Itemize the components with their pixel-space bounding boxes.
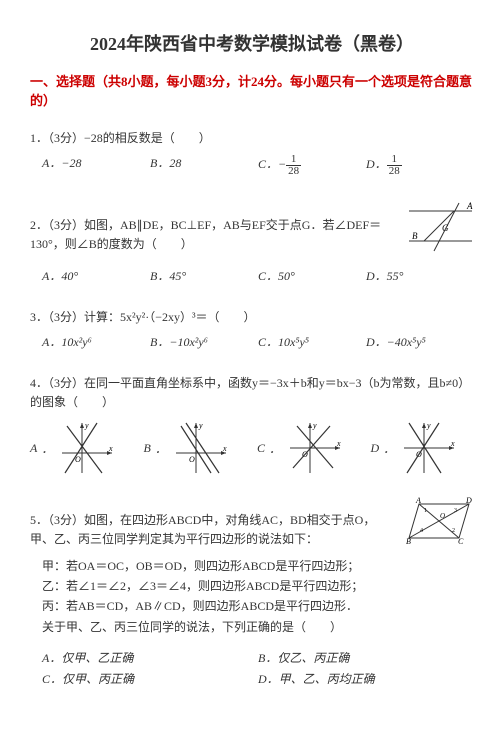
svg-text:G: G xyxy=(442,223,449,233)
q5-opt-a: A．仅甲、乙正确 xyxy=(42,649,258,666)
q1-stem: 1．（3分）−28的相反数是（ ） xyxy=(30,129,474,148)
q5-lines: 甲：若OA＝OC，OB＝OD，则四边形ABCD是平行四边形； 乙：若∠1＝∠2，… xyxy=(42,556,398,638)
q5-stem: 5．（3分）如图，在四边形ABCD中，对角线AC，BD相交于点O，甲、乙、丙三位… xyxy=(30,511,398,549)
q2-opt-d: D．55° xyxy=(366,267,474,284)
q5-opt-b: B．仅乙、丙正确 xyxy=(258,649,474,666)
q5-line3: 丙：若AB＝CD，AB∥CD，则四边形ABCD是平行四边形． xyxy=(42,596,398,616)
q1-options: A．−28 B．28 C．−128 D．128 xyxy=(42,154,474,181)
q4-opt-b: B． x y O xyxy=(144,418,248,478)
svg-text:O: O xyxy=(440,512,445,520)
svg-text:y: y xyxy=(312,421,317,430)
svg-text:2: 2 xyxy=(452,528,455,534)
svg-text:y: y xyxy=(198,421,203,430)
section-header: 一、选择题（共8小题，每小题3分，计24分。每小题只有一个选项是符合题意的） xyxy=(30,71,474,109)
q3-opt-a: A．10x²y⁶ xyxy=(42,333,150,350)
svg-text:D: D xyxy=(465,496,472,505)
q5-line1: 甲：若OA＝OC，OB＝OD，则四边形ABCD是平行四边形； xyxy=(42,556,398,576)
q5-opt-c: C．仅甲、丙正确 xyxy=(42,670,258,687)
q1-opt-a: A．−28 xyxy=(42,154,150,177)
q2-options: A．40° B．45° C．50° D．55° xyxy=(42,267,474,288)
q2-opt-a: A．40° xyxy=(42,267,150,284)
svg-text:B: B xyxy=(412,231,418,241)
svg-text:A: A xyxy=(415,496,421,505)
svg-text:y: y xyxy=(84,421,89,430)
q4-stem: 4．（3分）在同一平面直角坐标系中，函数y＝−3x＋b和y＝bx−3（b为常数，… xyxy=(30,374,474,412)
q1-opt-d: D．128 xyxy=(366,154,474,177)
svg-text:4: 4 xyxy=(420,528,423,534)
q1-opt-b: B．28 xyxy=(150,154,258,177)
svg-text:A: A xyxy=(466,201,473,211)
q4-opt-c: C． x y O xyxy=(257,418,361,478)
svg-text:y: y xyxy=(426,421,431,430)
svg-text:x: x xyxy=(222,444,227,453)
q5-figure: A D B C O 1 2 3 4 xyxy=(404,496,474,550)
q5-line4: 关于甲、乙、丙三位同学的说法，下列正确的是（ ） xyxy=(42,617,398,637)
q2-opt-b: B．45° xyxy=(150,267,258,284)
q2-figure: A B G xyxy=(404,201,474,260)
q3-opt-b: B．−10x²y⁶ xyxy=(150,333,258,350)
q3-stem: 3．（3分）计算：5x²y²·（−2xy）³＝（ ） xyxy=(30,308,474,327)
q3-opt-c: C．10x⁵y⁵ xyxy=(258,333,366,350)
q4-options: A． x y O B． x y O C． xyxy=(30,418,474,478)
svg-text:x: x xyxy=(450,439,455,448)
svg-text:3: 3 xyxy=(454,508,457,514)
svg-text:x: x xyxy=(336,439,341,448)
svg-text:x: x xyxy=(108,444,113,453)
svg-text:O: O xyxy=(189,455,195,464)
q2-opt-c: C．50° xyxy=(258,267,366,284)
q5-opt-d: D．甲、乙、丙均正确 xyxy=(258,670,474,687)
q3-options: A．10x²y⁶ B．−10x²y⁶ C．10x⁵y⁵ D．−40x⁵y⁵ xyxy=(42,333,474,354)
q4-opt-d: D． x y O xyxy=(371,418,475,478)
q2-stem: 2．（3分）如图，AB∥DE，BC⊥EF，AB与EF交于点G．若∠DEF＝130… xyxy=(30,216,398,254)
q5-options: A．仅甲、乙正确 B．仅乙、丙正确 C．仅甲、丙正确 D．甲、乙、丙均正确 xyxy=(42,649,474,691)
svg-text:C: C xyxy=(458,537,464,546)
svg-text:1: 1 xyxy=(424,508,427,514)
exam-title: 2024年陕西省中考数学模拟试卷（黑卷） xyxy=(30,30,474,56)
q4-opt-a: A． x y O xyxy=(30,418,134,478)
q1-opt-c: C．−128 xyxy=(258,154,366,177)
q5-line2: 乙：若∠1＝∠2，∠3＝∠4，则四边形ABCD是平行四边形； xyxy=(42,576,398,596)
svg-text:B: B xyxy=(406,537,411,546)
q3-opt-d: D．−40x⁵y⁵ xyxy=(366,333,474,350)
